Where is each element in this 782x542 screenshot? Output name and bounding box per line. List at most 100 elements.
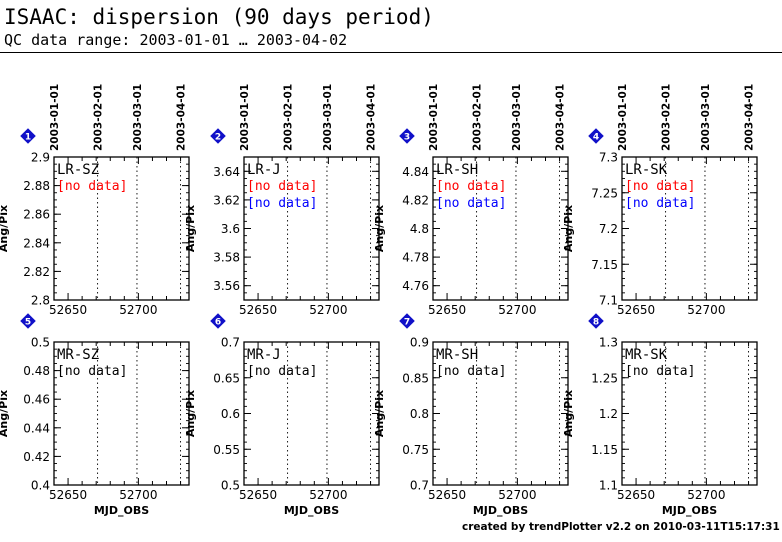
y-tick-label: 4.84 xyxy=(402,165,429,179)
panel-number-marker xyxy=(210,313,226,329)
y-tick-label: 0.5 xyxy=(31,336,50,350)
x-tick-label: 52650 xyxy=(428,488,466,502)
y-tick-label: 1.1 xyxy=(599,479,618,493)
page-title: ISAAC: dispersion (90 days period) xyxy=(4,5,434,29)
y-tick-label: 0.55 xyxy=(213,443,240,457)
y-axis-label: Ang/Pix xyxy=(0,390,10,437)
x-axis-label: MJD_OBS xyxy=(94,504,149,517)
y-tick-label: 3.6 xyxy=(221,222,240,236)
y-tick-label: 4.78 xyxy=(402,251,429,265)
panel-number-marker xyxy=(588,128,604,144)
y-tick-label: 1.15 xyxy=(591,443,618,457)
x-tick-label: 52650 xyxy=(428,303,466,317)
date-label: 2003-03-01 xyxy=(322,84,334,151)
no-data-note: [no data] xyxy=(57,179,127,194)
panel-number-label: 5 xyxy=(25,318,31,328)
y-tick-label: 2.84 xyxy=(23,236,50,250)
x-tick-label: 52700 xyxy=(309,488,347,502)
y-tick-label: 3.58 xyxy=(213,251,240,265)
date-label: 2003-01-01 xyxy=(428,84,440,151)
x-tick-label: 52700 xyxy=(687,303,725,317)
y-tick-label: 0.44 xyxy=(23,421,50,435)
panel-number-label: 7 xyxy=(404,318,410,328)
x-tick-label: 52700 xyxy=(119,303,157,317)
panel-title: LR-SZ xyxy=(57,162,99,178)
x-axis-label: MJD_OBS xyxy=(473,504,528,517)
no-data-note: [no data] xyxy=(625,196,695,211)
date-label: 2003-04-01 xyxy=(744,84,756,151)
y-tick-label: 0.42 xyxy=(23,450,50,464)
y-tick-label: 3.64 xyxy=(213,165,240,179)
y-tick-label: 2.82 xyxy=(23,265,50,279)
y-tick-label: 4.82 xyxy=(402,193,429,207)
header-divider xyxy=(0,52,782,53)
y-tick-label: 2.88 xyxy=(23,179,50,193)
panel-title: MR-SZ xyxy=(57,347,99,363)
y-tick-label: 7.25 xyxy=(591,186,618,200)
y-tick-label: 0.7 xyxy=(410,479,429,493)
y-tick-label: 3.56 xyxy=(213,279,240,293)
no-data-note: [no data] xyxy=(625,364,695,379)
y-tick-label: 0.4 xyxy=(31,479,50,493)
y-tick-label: 2.8 xyxy=(31,294,50,308)
y-tick-label: 1.25 xyxy=(591,371,618,385)
y-axis-label: Ang/Pix xyxy=(373,205,386,252)
date-label: 2003-01-01 xyxy=(239,84,251,151)
panel-number-label: 1 xyxy=(25,133,31,143)
y-tick-label: 0.65 xyxy=(213,371,240,385)
y-axis-label: Ang/Pix xyxy=(184,390,197,437)
panel-number-marker xyxy=(210,128,226,144)
panel-title: MR-SH xyxy=(436,347,478,363)
panel-title: MR-J xyxy=(247,347,281,363)
page-subtitle: QC data range: 2003-01-01 … 2003-04-02 xyxy=(4,31,348,49)
y-tick-label: 7.15 xyxy=(591,258,618,272)
panel-number-marker xyxy=(20,128,36,144)
y-tick-label: 7.1 xyxy=(599,294,618,308)
date-label: 2003-02-01 xyxy=(93,84,105,151)
x-tick-label: 52650 xyxy=(617,488,655,502)
y-tick-label: 1.3 xyxy=(599,336,618,350)
y-tick-label: 7.3 xyxy=(599,151,618,165)
panel-number-label: 3 xyxy=(404,133,410,143)
date-label: 2003-02-01 xyxy=(661,84,673,151)
date-label: 2003-04-01 xyxy=(555,84,567,151)
y-axis-label: Ang/Pix xyxy=(562,205,575,252)
y-tick-label: 2.86 xyxy=(23,208,50,222)
date-label: 2003-03-01 xyxy=(511,84,523,151)
panel-title: MR-SK xyxy=(625,347,668,363)
no-data-note: [no data] xyxy=(57,364,127,379)
y-axis-label: Ang/Pix xyxy=(184,205,197,252)
x-tick-label: 52650 xyxy=(239,488,277,502)
y-tick-label: 3.62 xyxy=(213,193,240,207)
x-tick-label: 52700 xyxy=(687,488,725,502)
no-data-note: [no data] xyxy=(436,364,506,379)
date-label: 2003-01-01 xyxy=(617,84,629,151)
panel-number-label: 2 xyxy=(215,133,221,143)
credit-footer: created by trendPlotter v2.2 on 2010-03-… xyxy=(462,521,780,533)
date-label: 2003-02-01 xyxy=(283,84,295,151)
y-axis-label: Ang/Pix xyxy=(562,390,575,437)
panel-title: LR-SK xyxy=(625,162,668,178)
y-tick-label: 4.8 xyxy=(410,222,429,236)
y-tick-label: 4.76 xyxy=(402,279,429,293)
y-tick-label: 0.7 xyxy=(221,336,240,350)
panel-number-marker xyxy=(399,128,415,144)
date-label: 2003-04-01 xyxy=(366,84,378,151)
y-tick-label: 2.9 xyxy=(31,151,50,165)
y-tick-label: 0.9 xyxy=(410,336,429,350)
x-tick-label: 52650 xyxy=(617,303,655,317)
y-tick-label: 1.2 xyxy=(599,407,618,421)
date-label: 2003-04-01 xyxy=(176,84,188,151)
x-tick-label: 52700 xyxy=(498,303,536,317)
y-tick-label: 0.85 xyxy=(402,371,429,385)
y-axis-label: Ang/Pix xyxy=(0,205,10,252)
panel-number-label: 8 xyxy=(593,318,599,328)
x-tick-label: 52700 xyxy=(498,488,536,502)
no-data-note: [no data] xyxy=(436,196,506,211)
y-tick-label: 0.5 xyxy=(221,479,240,493)
y-tick-label: 0.8 xyxy=(410,407,429,421)
date-label: 2003-02-01 xyxy=(472,84,484,151)
x-tick-label: 52650 xyxy=(49,303,87,317)
panel-number-label: 4 xyxy=(593,133,599,143)
panel-title: LR-SH xyxy=(436,162,478,178)
